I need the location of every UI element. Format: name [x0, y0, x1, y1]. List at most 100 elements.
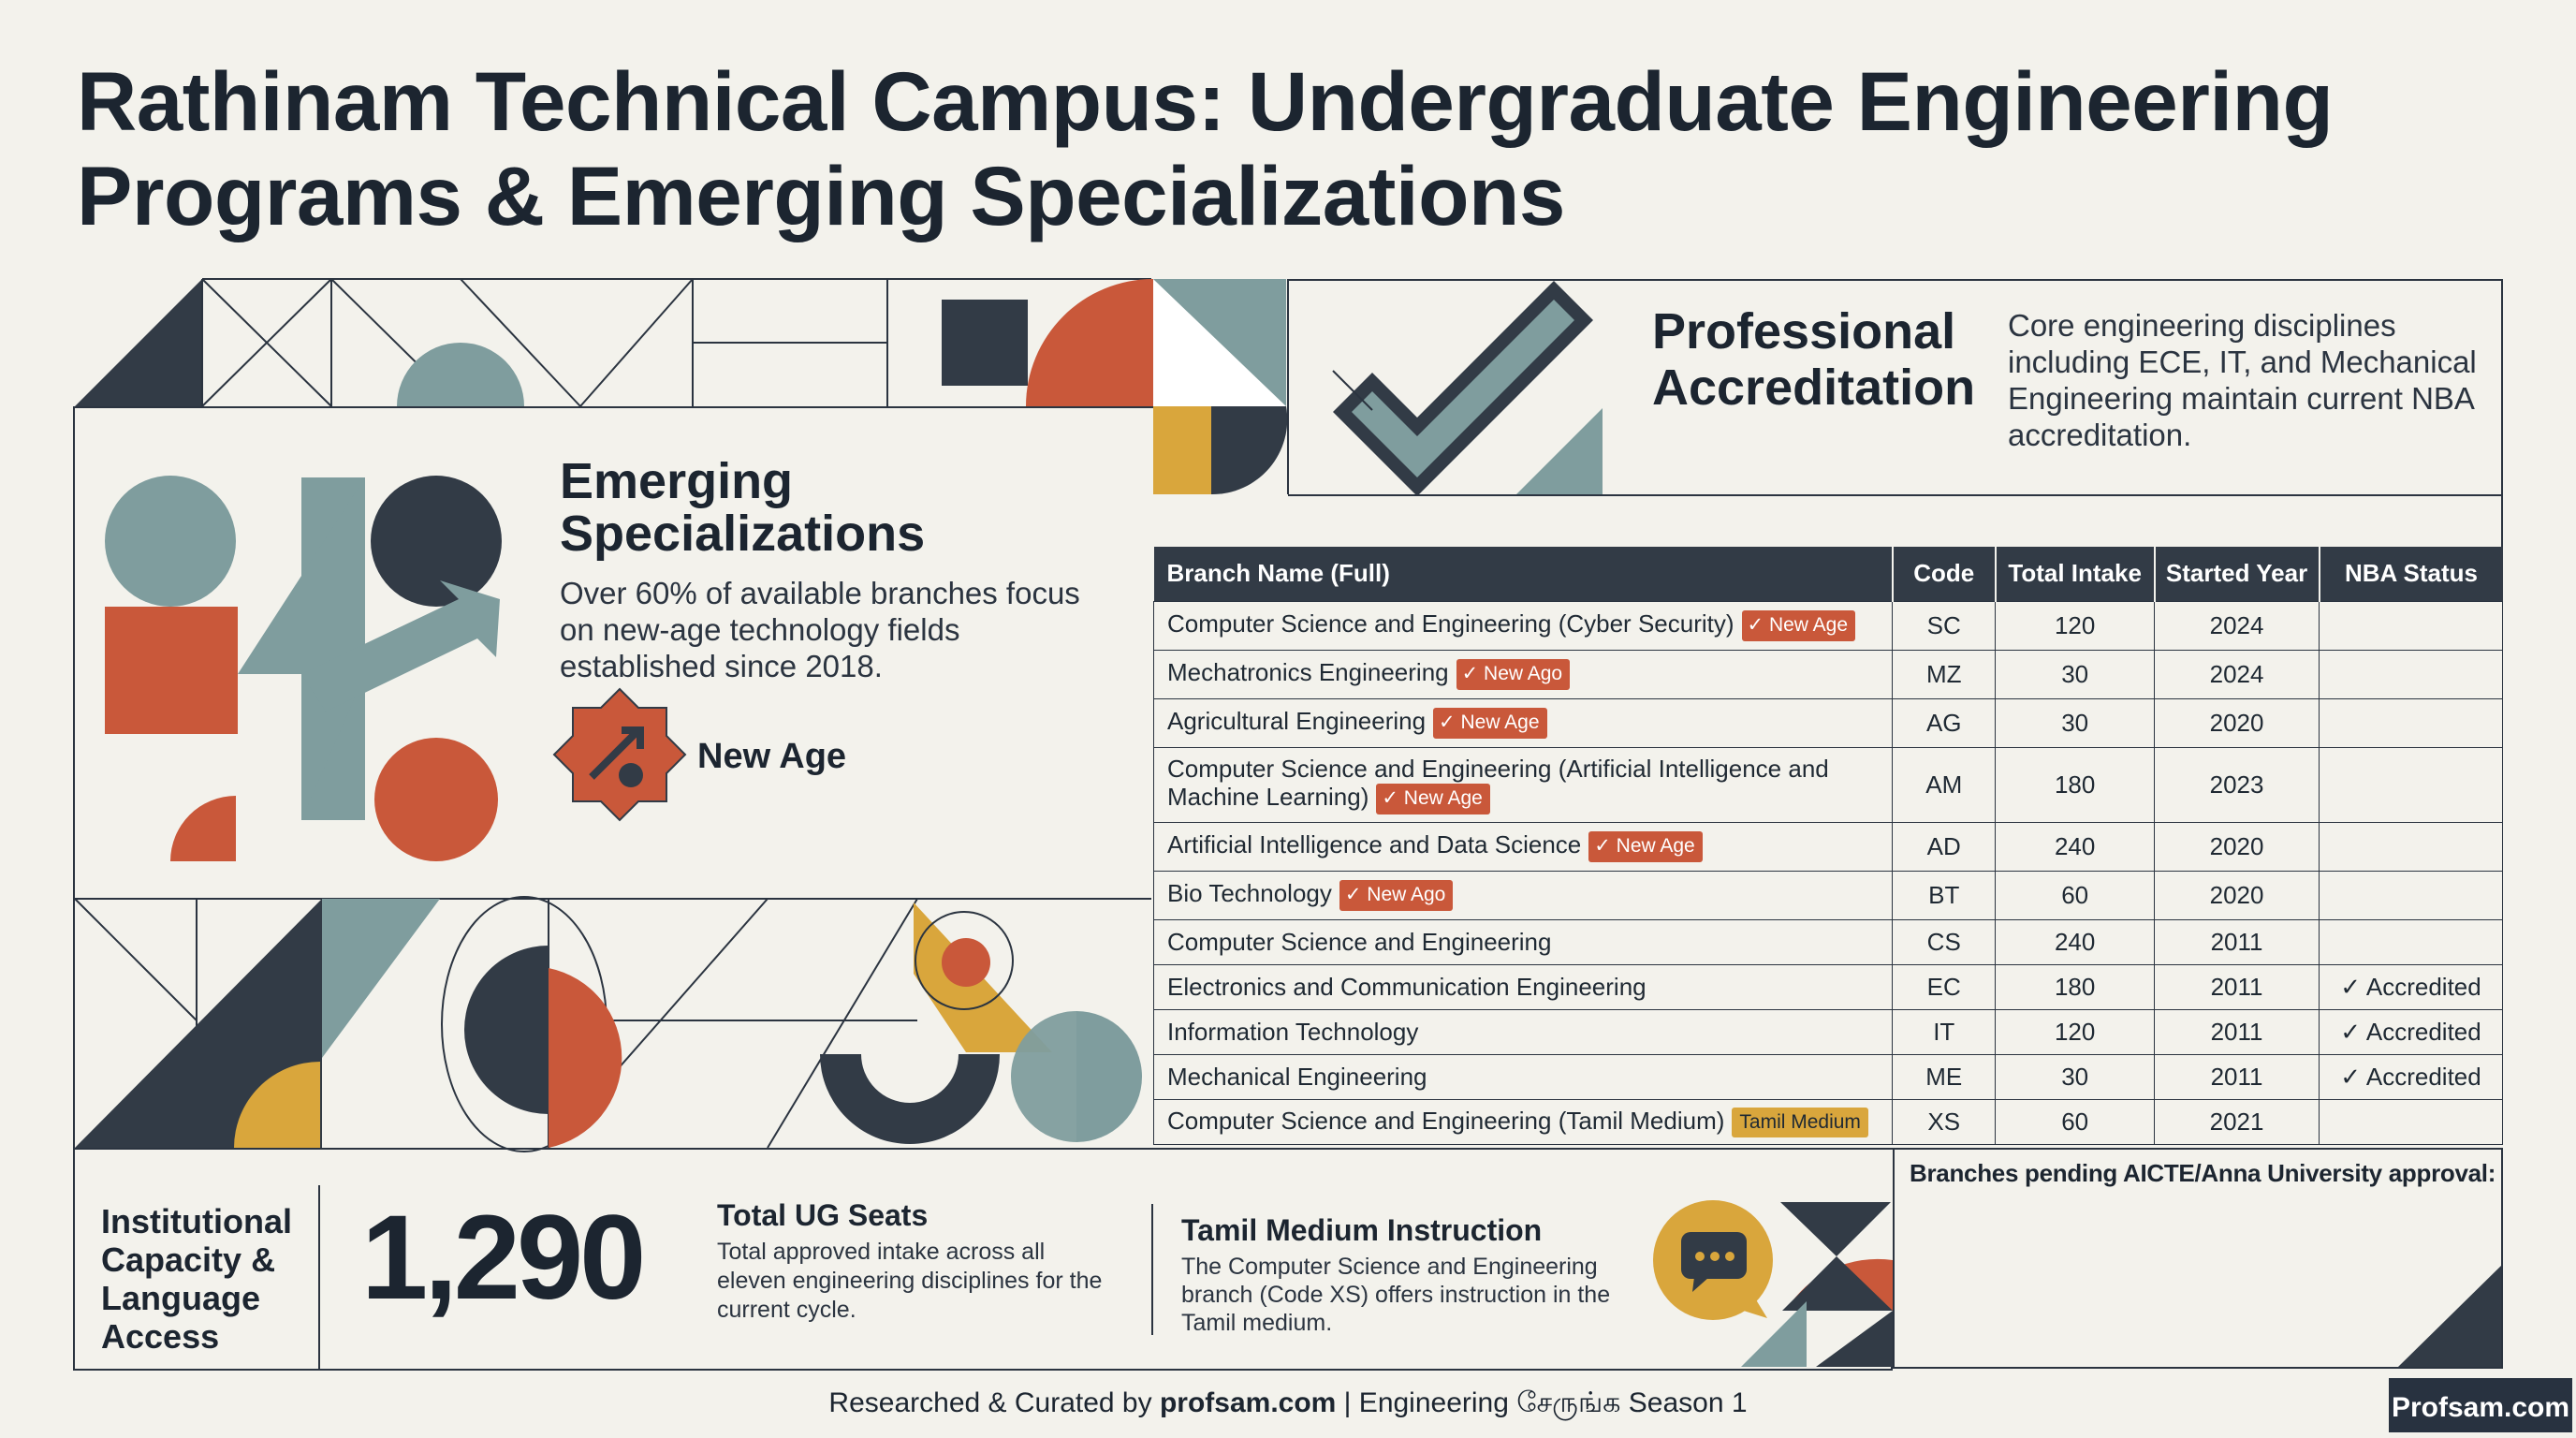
frame-line — [318, 1185, 320, 1369]
branch-year: 2011 — [2154, 1008, 2320, 1055]
frame-line — [1893, 1148, 1895, 1369]
branch-intake: 240 — [1995, 821, 2156, 872]
footer-prefix: Researched & Curated by — [828, 1387, 1160, 1418]
new-age-tag: ✓ New Ago — [1339, 880, 1454, 911]
branch-intake: 120 — [1995, 1008, 2156, 1055]
branch-year: 2011 — [2154, 918, 2320, 965]
branch-name: Mechanical Engineering — [1152, 1053, 1894, 1100]
tamil-medium-title: Tamil Medium Instruction — [1181, 1213, 1543, 1247]
branch-name-text: Computer Science and Engineering (Tamil … — [1167, 1106, 1725, 1135]
branch-nba — [2319, 1098, 2503, 1145]
branch-year: 2024 — [2154, 600, 2320, 651]
footer-site-link[interactable]: profsam.com — [1159, 1387, 1337, 1418]
branch-nba — [2319, 821, 2503, 872]
accreditation-title-line-2: Accreditation — [1652, 360, 1976, 416]
branch-code: XS — [1892, 1098, 1997, 1145]
emerging-description: Over 60% of available branches focus on … — [560, 576, 1080, 683]
table-row: Artificial Intelligence and Data Science… — [1152, 821, 2503, 872]
branch-year: 2020 — [2154, 870, 2320, 920]
arrow-icon — [301, 580, 500, 712]
branch-nba — [2319, 649, 2503, 699]
corner-triangle — [2398, 1264, 2503, 1367]
branch-intake: 30 — [1995, 1053, 2156, 1100]
total-seats-number: 1,290 — [361, 1191, 646, 1325]
navy-half-circle — [464, 946, 549, 1114]
teal-triangle-top — [1153, 279, 1286, 406]
branch-intake: 180 — [1995, 746, 2156, 823]
chat-bubble-icon — [1653, 1200, 1773, 1320]
branch-code: AG — [1892, 697, 1997, 748]
branch-name-text: Artificial Intelligence and Data Science — [1167, 830, 1582, 858]
branch-code: EC — [1892, 963, 1997, 1010]
orange-quarter-circle — [1026, 279, 1153, 406]
frame-line — [2501, 496, 2503, 547]
branch-name: Computer Science and Engineering — [1152, 918, 1894, 965]
table-row: Computer Science and Engineering CS 240 … — [1152, 918, 2503, 965]
branch-year: 2020 — [2154, 821, 2320, 872]
column-header-year: Started Year — [2154, 547, 2320, 601]
profsam-badge[interactable]: Profsam.com — [2389, 1378, 2572, 1432]
branch-nba — [2319, 746, 2503, 823]
branch-nba — [2319, 918, 2503, 965]
frame-line — [75, 406, 1153, 408]
branch-year: 2021 — [2154, 1098, 2320, 1145]
branch-name: Agricultural Engineering ✓ New Age — [1152, 697, 1894, 748]
accreditation-description: Core engineering disciplines including E… — [2008, 308, 2477, 452]
branch-name: Computer Science and Engineering (Artifi… — [1152, 746, 1894, 823]
teal-arrow-body — [238, 477, 365, 674]
total-seats-title: Total UG Seats — [717, 1198, 929, 1232]
navy-circle — [371, 476, 502, 607]
teal-half-circle-top — [397, 343, 524, 406]
frame-line — [1151, 1204, 1153, 1335]
accreditation-title-line-1: Professional — [1652, 303, 1956, 360]
branch-name: Computer Science and Engineering (Tamil … — [1152, 1098, 1894, 1145]
capacity-title-line-4: Access — [101, 1317, 220, 1356]
branch-name: Electronics and Communication Engineerin… — [1152, 963, 1894, 1010]
table-row: Computer Science and Engineering (Tamil … — [1152, 1098, 2503, 1145]
frame-line — [75, 1148, 1893, 1150]
table-header-row: Branch Name (Full) Code Total Intake Sta… — [1153, 547, 2503, 601]
capacity-title-line-2: Capacity & — [101, 1240, 276, 1279]
table-row: Mechatronics Engineering ✓ New Ago MZ 30 … — [1152, 649, 2503, 699]
branch-code: MZ — [1892, 649, 1997, 699]
branch-code: AD — [1892, 821, 1997, 872]
branch-name-text: Mechatronics Engineering — [1167, 658, 1449, 686]
column-header-nba: NBA Status — [2319, 547, 2503, 601]
branch-name-text: Bio Technology — [1167, 879, 1332, 907]
orange-half-circle — [549, 968, 622, 1148]
table-row: Electronics and Communication Engineerin… — [1152, 963, 2503, 1010]
new-age-tag: ✓ New Ago — [1456, 659, 1571, 690]
branch-intake: 30 — [1995, 697, 2156, 748]
column-header-intake: Total Intake — [1995, 547, 2156, 601]
tamil-medium-description: The Computer Science and Engineering bra… — [1181, 1254, 1611, 1336]
branch-code: BT — [1892, 870, 1997, 920]
branch-name: Bio Technology ✓ New Ago — [1152, 870, 1894, 920]
branch-nba — [2319, 697, 2503, 748]
new-age-tag: ✓ New Age — [1433, 708, 1547, 739]
pending-approval-note: Branches pending AICTE/Anna University a… — [1910, 1159, 2496, 1187]
navy-quarter — [1211, 406, 1288, 495]
table-row: Bio Technology ✓ New Ago BT 60 2020 — [1152, 870, 2503, 920]
branch-intake: 60 — [1995, 870, 2156, 920]
table-row: Mechanical Engineering ME 30 2011 ✓ Accr… — [1152, 1053, 2503, 1100]
emerging-title-line-1: Emerging — [560, 453, 794, 509]
new-age-icon — [552, 687, 687, 822]
mustard-quarter — [234, 1062, 320, 1148]
tamil-medium-tag: Tamil Medium — [1732, 1107, 1868, 1137]
branch-table: Branch Name (Full) Code Total Intake Sta… — [1152, 547, 2503, 1145]
page-title: Rathinam Technical Campus: Undergraduate… — [77, 54, 2510, 243]
navy-arc — [820, 1054, 1000, 1144]
branch-name: Artificial Intelligence and Data Science… — [1152, 821, 1894, 872]
frame-line — [73, 406, 75, 1371]
branch-year: 2011 — [2154, 963, 2320, 1010]
table-row: Computer Science and Engineering (Artifi… — [1152, 746, 2503, 823]
branch-nba — [2319, 600, 2503, 651]
footer-suffix: | Engineering சேருங்க Season 1 — [1336, 1387, 1748, 1418]
emerging-title: Emerging Specializations — [560, 455, 925, 560]
branch-code: CS — [1892, 918, 1997, 965]
total-seats-description: Total approved intake across all eleven … — [717, 1239, 1103, 1323]
branch-nba — [2319, 870, 2503, 920]
nba-accredited-status: ✓ Accredited — [2319, 1053, 2503, 1100]
branch-name: Mechatronics Engineering ✓ New Ago — [1152, 649, 1894, 699]
page-title-line-2: Programs & Emerging Specializations — [77, 149, 1565, 242]
